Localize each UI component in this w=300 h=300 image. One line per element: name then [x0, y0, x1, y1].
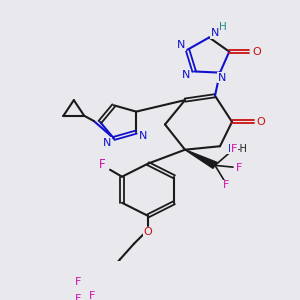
Text: F: F [89, 291, 95, 300]
Text: F: F [223, 180, 229, 190]
Text: F: F [99, 158, 105, 171]
Polygon shape [185, 150, 217, 168]
Text: O: O [144, 227, 152, 237]
Text: O: O [256, 117, 266, 127]
Text: H: H [219, 22, 227, 32]
Text: N: N [103, 138, 111, 148]
Text: F: F [75, 294, 81, 300]
Text: N: N [218, 73, 226, 83]
Text: F: F [236, 163, 242, 173]
Text: F: F [75, 277, 81, 287]
Text: N: N [182, 70, 190, 80]
Text: O: O [252, 46, 261, 57]
Text: N: N [139, 131, 147, 141]
Text: N: N [228, 144, 236, 154]
Text: F: F [231, 144, 237, 154]
Text: -H: -H [237, 144, 248, 154]
Text: N: N [177, 40, 186, 50]
Text: N: N [211, 28, 219, 38]
